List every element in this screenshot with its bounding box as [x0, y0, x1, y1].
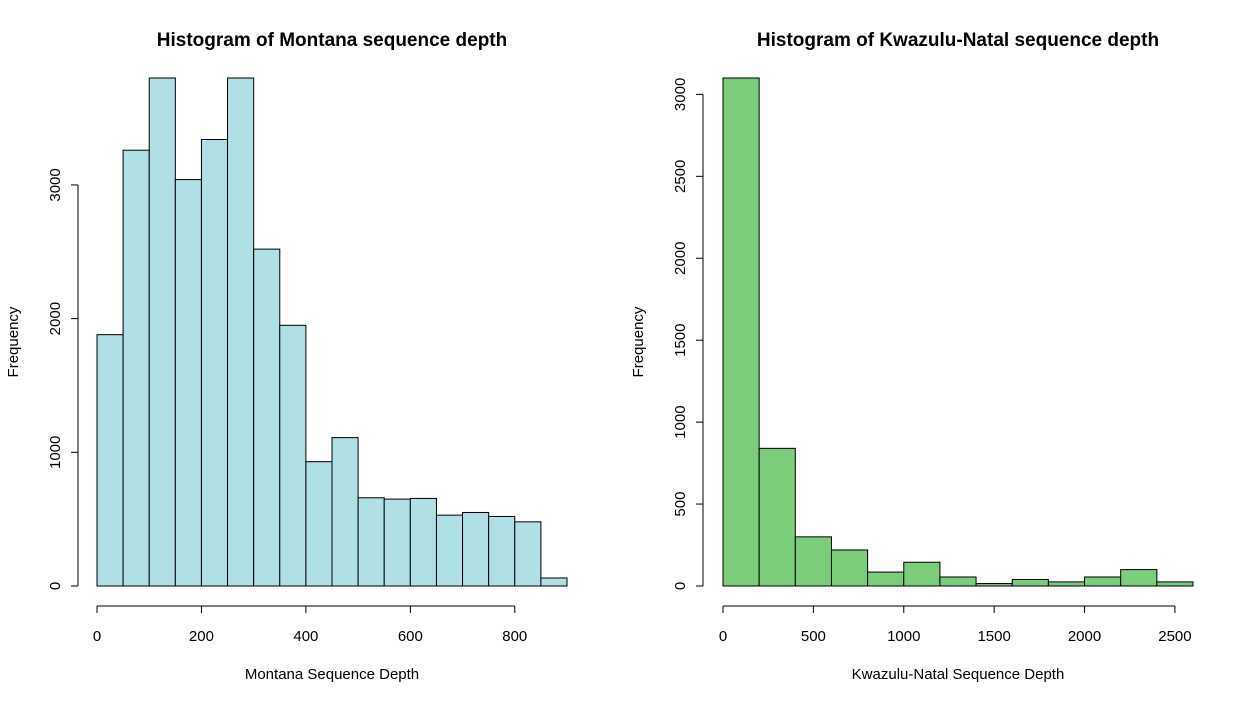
histogram-bar	[200, 138, 229, 587]
y-tick-label: 3000	[672, 78, 689, 111]
x-tick-label: 600	[398, 628, 423, 645]
x-axis-label: Kwazulu-Natal Sequence Depth	[852, 666, 1065, 683]
y-axis-label: Frequency	[5, 306, 22, 377]
histogram-bar	[227, 77, 255, 587]
x-axis-label: Montana Sequence Depth	[245, 666, 419, 683]
x-tick-label: 500	[801, 628, 826, 645]
histogram-bar	[1120, 569, 1158, 587]
histogram-bar	[722, 77, 760, 587]
histogram-bar	[830, 549, 869, 587]
x-tick-label: 2000	[1068, 628, 1101, 645]
histogram-bar	[1156, 581, 1194, 587]
histogram-bar	[540, 577, 568, 587]
chart-title: Histogram of Kwazulu-Natal sequence dept…	[757, 30, 1159, 51]
histogram-bar	[357, 497, 385, 587]
histogram-bar	[1011, 578, 1049, 587]
chart-title: Histogram of Montana sequence depth	[157, 30, 507, 51]
histogram-bar	[462, 511, 490, 587]
histogram-bar	[279, 324, 307, 587]
histogram-bar	[305, 461, 333, 587]
histogram-bar	[435, 514, 464, 587]
x-tick-label: 1500	[977, 628, 1010, 645]
histogram-bar	[975, 583, 1013, 587]
y-tick-label: 2000	[672, 242, 689, 275]
y-tick-label: 500	[672, 492, 689, 517]
x-axis: 0 200 400 600 800	[93, 605, 527, 645]
histogram-bar	[488, 515, 516, 587]
x-tick-label: 0	[719, 628, 727, 645]
y-tick-label: 2000	[47, 302, 64, 335]
x-tick-label: 400	[293, 628, 318, 645]
histogram-bar	[939, 576, 977, 587]
histogram-bar	[1084, 576, 1122, 587]
y-tick-label: 1500	[672, 324, 689, 357]
x-tick-label: 800	[502, 628, 527, 645]
bar-group	[722, 77, 1194, 587]
histogram-bar	[867, 571, 905, 587]
histogram-bar	[96, 334, 124, 587]
histogram-bar	[122, 149, 150, 587]
histogram-bar	[758, 447, 796, 587]
histogram-bar	[514, 521, 542, 587]
y-axis-label: Frequency	[630, 306, 647, 377]
y-tick-label: 0	[672, 582, 689, 590]
y-tick-label: 0	[47, 582, 64, 590]
y-tick-label: 1000	[47, 436, 64, 469]
bar-group	[96, 77, 568, 587]
y-axis: 0 1000 2000 3000	[47, 168, 79, 590]
x-tick-label: 0	[93, 628, 101, 645]
x-tick-label: 2500	[1158, 628, 1191, 645]
x-axis: 0 500 1000 1500 2000 2500	[719, 605, 1192, 645]
histogram-bar	[253, 248, 281, 587]
montana-histogram-panel: Histogram of Montana sequence depth Mont…	[5, 30, 568, 683]
histogram-bar	[409, 497, 437, 587]
y-tick-label: 3000	[47, 168, 64, 201]
kwazulu-natal-histogram-panel: Histogram of Kwazulu-Natal sequence dept…	[630, 30, 1194, 683]
y-tick-label: 2500	[672, 160, 689, 193]
histogram-bar	[1047, 581, 1086, 587]
histogram-bar	[903, 561, 941, 587]
histogram-bar	[794, 536, 832, 587]
x-tick-label: 200	[189, 628, 214, 645]
histogram-bar	[148, 77, 176, 587]
y-tick-label: 1000	[672, 405, 689, 438]
histogram-bar	[331, 437, 359, 587]
histogram-bar	[174, 179, 202, 587]
histogram-bar	[383, 498, 411, 587]
x-tick-label: 1000	[887, 628, 920, 645]
y-axis: 0 500 1000 1500 2000 2500 3000	[672, 78, 704, 590]
